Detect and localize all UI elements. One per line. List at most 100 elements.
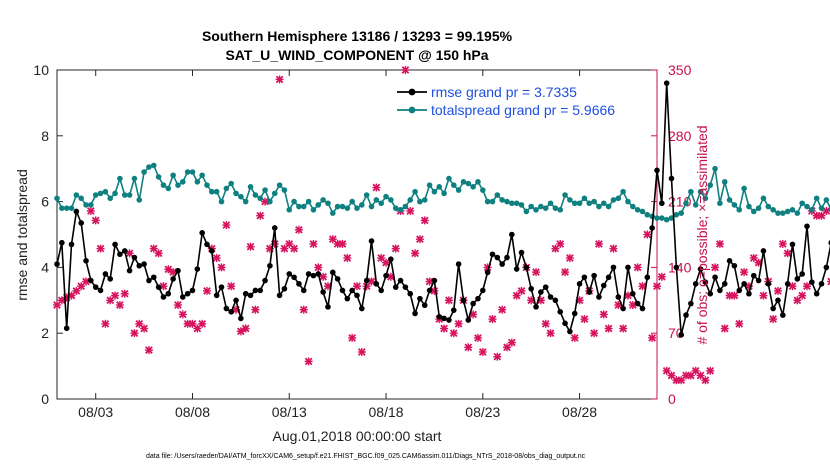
rmse-point — [228, 309, 234, 315]
chart-title-line1: Southern Hemisphere 13186 / 13293 = 99.1… — [202, 28, 513, 44]
obs-assimilated-marker — [444, 296, 453, 305]
totalspread-point — [228, 180, 234, 187]
rmse-point — [741, 281, 747, 287]
rmse-point — [199, 230, 205, 236]
legend-spread-marker — [408, 106, 416, 114]
rmse-point — [184, 290, 191, 297]
obs-assimilated-marker — [299, 305, 308, 314]
rmse-point — [721, 281, 728, 287]
rmse-point — [567, 328, 573, 335]
totalspread-point — [281, 187, 288, 193]
obs-assimilated-marker — [711, 263, 720, 272]
obs-assimilated-marker — [343, 254, 352, 262]
obs-assimilated-marker — [798, 291, 807, 300]
obs-assimilated-marker — [53, 301, 61, 309]
rmse-point — [165, 290, 172, 297]
obs-assimilated-marker — [193, 324, 202, 333]
rmse-point — [586, 289, 593, 295]
rmse-point — [649, 225, 655, 231]
rmse-point — [218, 284, 225, 290]
obs-assimilated-marker — [294, 225, 303, 234]
totalspread-point — [630, 203, 636, 210]
rmse-point — [392, 284, 399, 290]
rmse-point — [354, 292, 360, 299]
rmse-point — [131, 254, 138, 261]
rmse-line — [56, 82, 830, 336]
totalspread-point — [180, 179, 186, 185]
x-tick-label: 08/03 — [78, 404, 113, 420]
totalspread-point — [721, 179, 728, 185]
totalspread-point — [146, 164, 152, 170]
totalspread-point — [707, 182, 714, 188]
totalspread-point — [136, 197, 143, 203]
obs-assimilated-marker — [111, 291, 120, 300]
x-tick-label: 08/28 — [562, 404, 597, 420]
totalspread-point — [789, 207, 796, 213]
obs-assimilated-marker — [783, 249, 792, 258]
totalspread-point — [150, 162, 157, 169]
totalspread-point — [160, 182, 167, 188]
rmse-point — [615, 294, 622, 300]
totalspread-point — [538, 203, 544, 210]
rmse-point — [170, 276, 176, 282]
obs-assimilated-marker — [120, 289, 129, 298]
rmse-point — [368, 238, 375, 244]
obs-assimilated-marker — [507, 338, 516, 347]
rmse-point — [446, 317, 452, 323]
obs-assimilated-marker — [382, 258, 391, 267]
totalspread-point — [213, 188, 220, 195]
x-tick-label: 08/13 — [272, 404, 307, 420]
totalspread-point — [359, 202, 365, 208]
marks-group — [53, 66, 830, 385]
rmse-point — [363, 277, 370, 284]
totalspread-point — [702, 195, 709, 202]
totalspread-point — [804, 203, 810, 210]
totalspread-point — [78, 195, 84, 202]
obs-assimilated-marker — [406, 207, 415, 215]
totalspread-point — [88, 202, 94, 208]
obs-assimilated-marker — [353, 282, 361, 291]
rmse-point — [305, 271, 312, 277]
totalspread-point — [799, 200, 805, 207]
totalspread-point — [97, 190, 104, 197]
obs-assimilated-marker — [401, 66, 410, 74]
rmse-point — [499, 261, 505, 267]
totalspread-point — [644, 211, 651, 218]
rmse-point — [54, 261, 60, 267]
legend-spread-label: totalspread grand pr = 5.9666 — [431, 102, 615, 118]
rmse-point — [194, 266, 201, 272]
rmse-point — [112, 241, 118, 248]
totalspread-point — [83, 202, 89, 208]
rmse-point — [780, 312, 786, 318]
totalspread-point — [59, 205, 65, 211]
totalspread-point — [470, 183, 476, 190]
rmse-point — [383, 272, 389, 279]
obs-assimilated-marker — [512, 291, 521, 300]
rmse-point — [436, 313, 443, 320]
rmse-point — [562, 320, 568, 327]
x-tick-label: 08/18 — [369, 404, 404, 420]
totalspread-point — [688, 188, 694, 195]
totalspread-point — [209, 188, 215, 195]
totalspread-point — [441, 190, 447, 197]
rmse-point — [204, 241, 210, 248]
obs-assimilated-marker — [309, 239, 318, 248]
totalspread-point — [310, 207, 317, 213]
y-left-tick-label: 4 — [41, 259, 49, 275]
rmse-point — [484, 269, 491, 276]
totalspread-point — [678, 210, 684, 216]
rmse-point — [736, 287, 743, 294]
totalspread-point — [504, 198, 510, 205]
rmse-point — [538, 289, 544, 295]
obs-assimilated-marker — [594, 239, 603, 248]
totalspread-point — [513, 200, 520, 207]
totalspread-point — [238, 193, 244, 200]
obs-assimilated-marker — [740, 268, 749, 277]
obs-assimilated-marker — [517, 286, 526, 295]
obs-assimilated-marker — [449, 329, 458, 338]
rmse-point — [707, 290, 714, 297]
rmse-point — [702, 279, 709, 286]
rmse-point — [630, 290, 636, 297]
obs-assimilated-marker — [222, 221, 231, 230]
rmse-point — [378, 287, 384, 294]
